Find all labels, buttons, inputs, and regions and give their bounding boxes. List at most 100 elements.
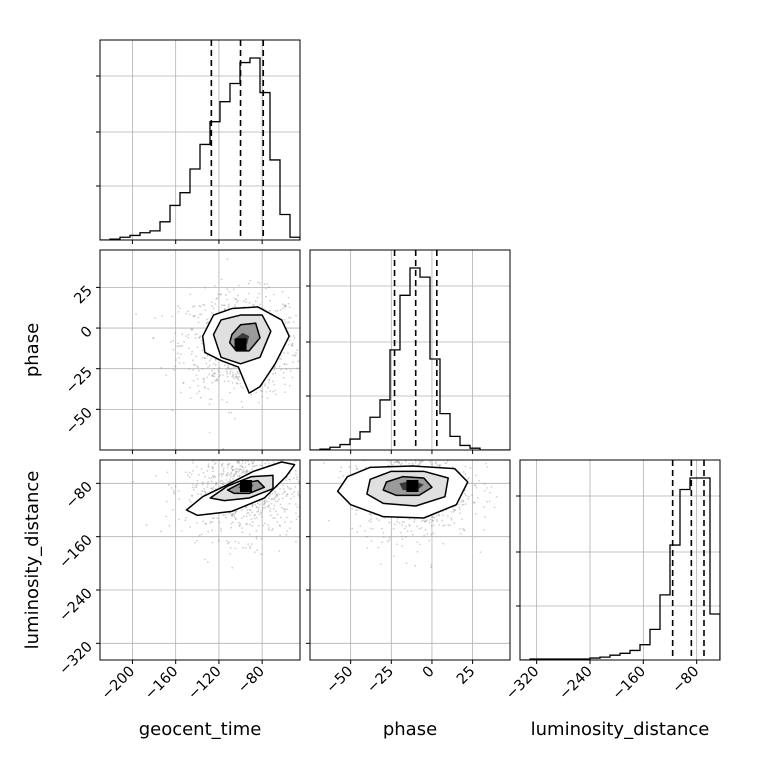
sample-point <box>221 474 223 477</box>
sample-point <box>259 303 262 306</box>
sample-point <box>244 457 246 459</box>
sample-point <box>227 366 229 369</box>
sample-point <box>473 483 476 486</box>
sample-point <box>366 456 368 458</box>
sample-point <box>267 505 270 508</box>
y-tick-label: −80 <box>63 479 96 512</box>
sample-point <box>198 336 200 339</box>
sample-point <box>430 525 433 527</box>
sample-point <box>230 526 233 529</box>
sample-point <box>200 493 202 496</box>
sample-point <box>477 496 479 499</box>
sample-point <box>171 409 174 412</box>
sample-point <box>251 462 254 465</box>
sample-point <box>235 373 237 376</box>
sample-point <box>194 363 196 366</box>
sample-point <box>232 475 235 478</box>
sample-point <box>228 411 230 414</box>
sample-point <box>173 491 176 494</box>
sample-point <box>204 491 207 493</box>
sample-point <box>257 281 260 284</box>
sample-point <box>231 464 234 467</box>
sample-point <box>177 342 179 345</box>
sample-point <box>279 451 281 453</box>
sample-point <box>230 465 233 468</box>
sample-point <box>214 457 216 459</box>
sample-point <box>379 439 381 441</box>
sample-point <box>182 382 185 385</box>
sample-point <box>291 344 294 347</box>
sample-point <box>263 503 265 505</box>
sample-point <box>236 382 238 385</box>
sample-point <box>194 337 197 340</box>
sample-point <box>439 464 442 467</box>
sample-point <box>253 456 255 458</box>
x-tick-label: −160 <box>142 664 181 703</box>
sample-point <box>486 487 488 489</box>
sample-point <box>225 516 228 519</box>
sample-point <box>450 517 452 520</box>
sample-point <box>231 513 233 515</box>
x-tick-label: 0 <box>420 664 438 682</box>
sample-point <box>232 288 235 291</box>
sample-point <box>453 509 456 511</box>
sample-point <box>239 464 242 467</box>
sample-point <box>219 480 222 483</box>
sample-point <box>284 306 287 309</box>
sample-point <box>290 520 292 523</box>
sample-point <box>235 471 238 473</box>
sample-point <box>267 526 270 529</box>
sample-point <box>287 343 290 346</box>
sample-point <box>238 423 240 425</box>
sample-point <box>244 461 247 464</box>
sample-point <box>222 514 225 517</box>
sample-point <box>211 374 214 377</box>
sample-point <box>192 455 194 457</box>
sample-point <box>300 484 302 486</box>
sample-point <box>438 464 441 467</box>
sample-point <box>484 516 487 518</box>
sample-point <box>281 506 283 509</box>
sample-point <box>165 374 168 376</box>
sample-point <box>453 509 455 511</box>
sample-point <box>426 519 429 521</box>
sample-point <box>283 383 286 386</box>
panel-frame <box>519 459 721 661</box>
sample-point <box>202 304 205 306</box>
sample-point <box>295 512 297 515</box>
sample-point <box>232 521 234 524</box>
sample-point <box>207 465 210 468</box>
sample-point <box>417 448 419 450</box>
sample-point <box>237 377 239 380</box>
sample-point <box>198 451 200 453</box>
sample-point <box>185 312 188 315</box>
sample-point <box>253 451 255 453</box>
sample-point <box>397 461 400 464</box>
sample-point <box>229 478 231 480</box>
sample-point <box>485 462 488 465</box>
sample-point <box>238 524 241 527</box>
sample-point <box>231 382 234 384</box>
sample-point <box>230 453 232 455</box>
sample-point <box>483 489 486 492</box>
sample-point <box>393 461 396 464</box>
sample-point <box>411 435 413 437</box>
sample-point <box>284 490 287 493</box>
sample-point <box>197 366 200 369</box>
sample-point <box>264 522 266 525</box>
sample-point <box>199 396 202 399</box>
sample-point <box>199 305 202 308</box>
sample-point <box>351 527 354 530</box>
sample-point <box>271 497 274 500</box>
sample-point <box>209 520 212 523</box>
sample-point <box>304 454 306 456</box>
sample-point <box>234 517 237 520</box>
sample-point <box>404 455 406 457</box>
sample-point <box>213 372 215 375</box>
sample-point <box>244 298 247 301</box>
sample-point <box>268 310 271 313</box>
sample-point <box>281 497 284 500</box>
sample-point <box>243 300 245 302</box>
sample-point <box>237 542 240 544</box>
sample-point <box>482 506 485 509</box>
